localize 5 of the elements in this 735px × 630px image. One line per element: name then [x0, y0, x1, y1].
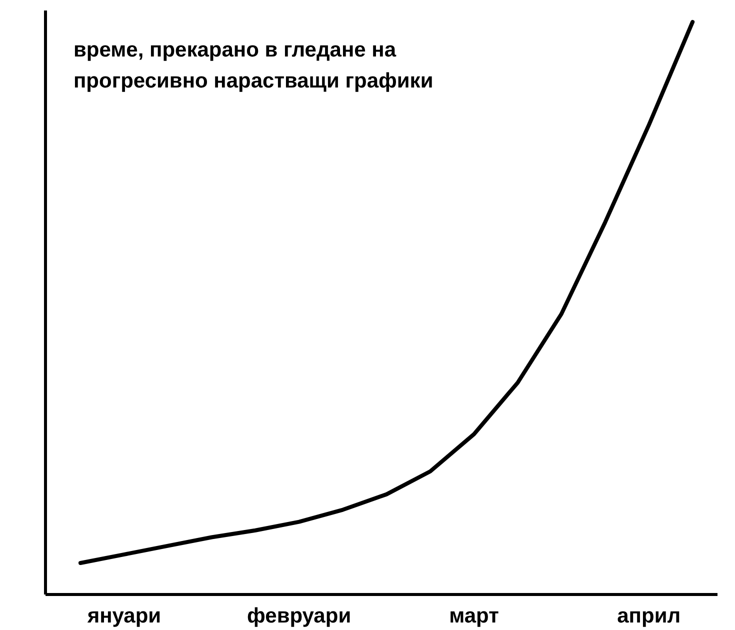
x-tick-label: март: [449, 604, 499, 628]
x-tick-label: февруари: [247, 604, 352, 628]
x-tick-label: април: [617, 604, 681, 628]
text: време, прекарано в гледане на прогресивно нарастващи графики: [74, 38, 434, 92]
x-tick-label: януари: [86, 604, 162, 628]
